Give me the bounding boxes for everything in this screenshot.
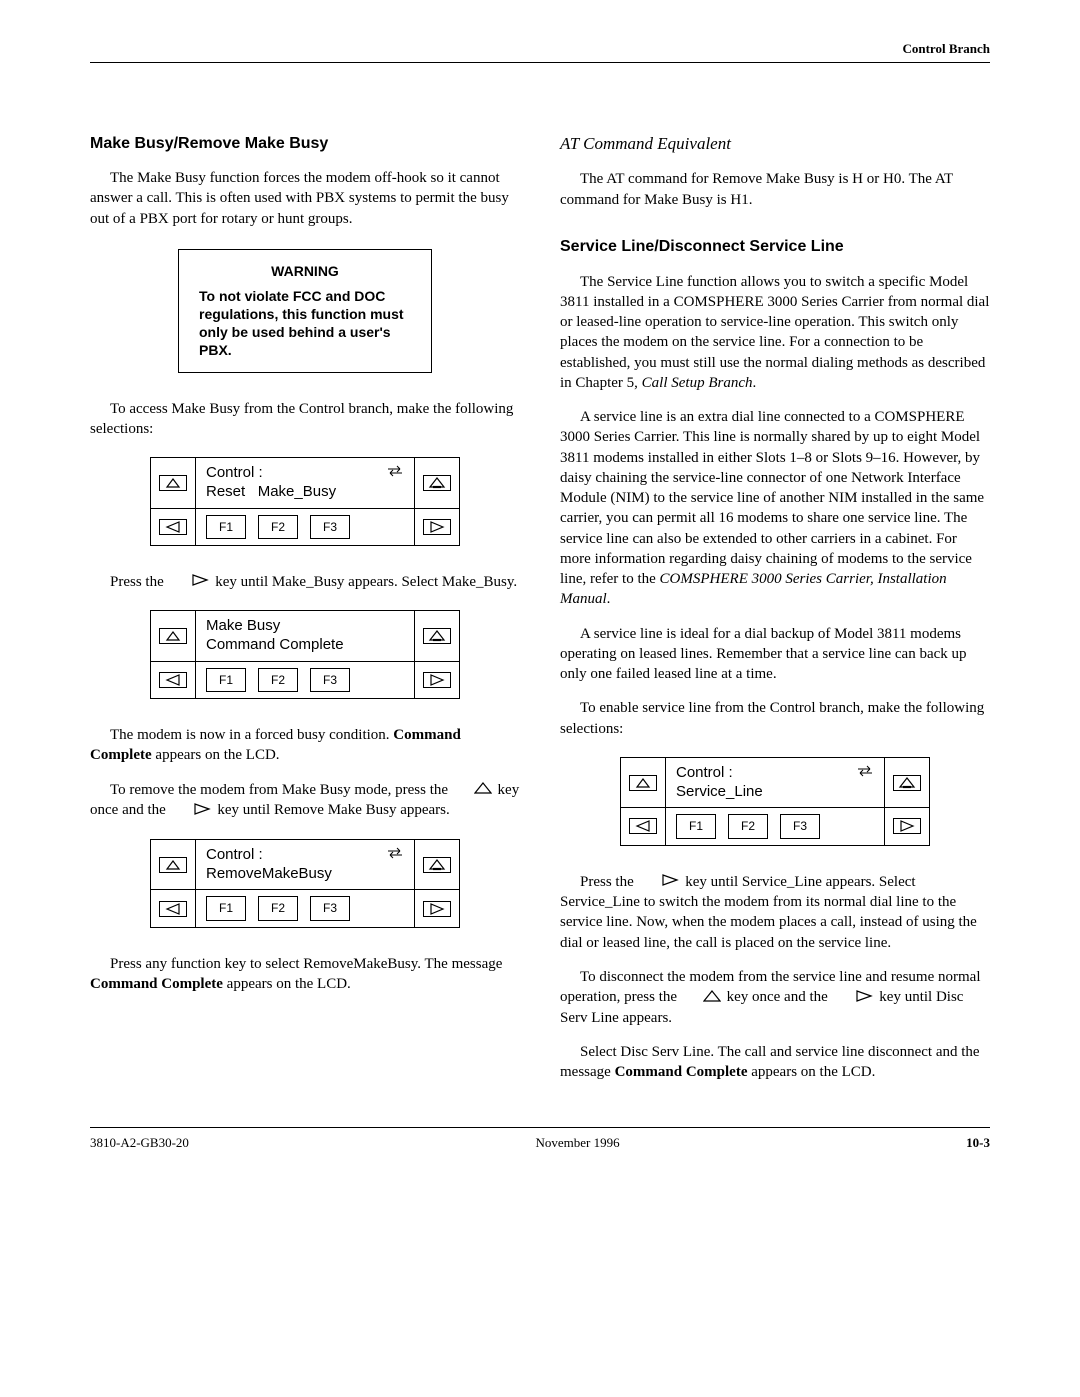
warning-body: To not violate FCC and DOC regulations, … [199,287,411,360]
home-triangle-icon [415,840,459,890]
f3-key: F3 [310,515,350,539]
f3-key: F3 [310,896,350,920]
left-triangle-icon [151,890,195,926]
fkey-row: F1 F2 F3 [195,890,415,926]
home-triangle-icon [415,458,459,508]
lcd-line2b: Make_Busy [258,483,336,500]
up-triangle-icon [151,611,195,661]
header-section-label: Control Branch [902,41,990,56]
warning-box: WARNING To not violate FCC and DOC regul… [178,249,432,373]
press-right-service-para: Press the key until Service_Line appears… [560,872,990,953]
lcd-line2a: Reset [206,483,245,500]
fkey-row: F1 F2 F3 [195,509,415,545]
f2-key: F2 [258,668,298,692]
lcd-panel-removemakebusy: Control : RemoveMakeBusy F1 [150,839,460,928]
make-busy-heading: Make Busy/Remove Make Busy [90,133,520,155]
f2-key: F2 [258,515,298,539]
up-triangle-icon [151,458,195,508]
forced-busy-para: The modem is now in a forced busy condit… [90,725,520,766]
service-line-heading: Service Line/Disconnect Service Line [560,236,990,258]
lcd-line2: Command Complete [206,636,404,655]
make-busy-access: To access Make Busy from the Control bra… [90,399,520,440]
f2-key: F2 [728,814,768,838]
page-header: Control Branch [90,40,990,63]
make-busy-intro: The Make Busy function forces the modem … [90,168,520,229]
footer-doc-id: 3810-A2-GB30-20 [90,1134,189,1152]
press-any-fkey-para: Press any function key to select RemoveM… [90,954,520,995]
fkey-row: F1 F2 F3 [665,808,885,844]
left-triangle-icon [151,509,195,545]
lcd-line1: Control : [676,764,733,783]
lcd-display: Control : Reset Make_Busy [195,458,415,508]
swap-arrows-icon [386,464,404,483]
right-triangle-icon [170,572,210,592]
lcd-line2: Service_Line [676,783,874,802]
right-triangle-icon [834,988,874,1008]
footer-page-number: 10-3 [966,1134,990,1152]
f1-key: F1 [206,515,246,539]
footer-date: November 1996 [535,1134,619,1152]
remove-busy-para: To remove the modem from Make Busy mode,… [90,780,520,821]
right-triangle-icon [415,662,459,698]
f1-key: F1 [206,896,246,920]
right-triangle-icon [415,509,459,545]
swap-arrows-icon [386,846,404,865]
lcd-panel-service-line: Control : Service_Line F1 F2 [620,757,930,846]
left-triangle-icon [621,808,665,844]
f1-key: F1 [676,814,716,838]
service-line-p2: A service line is an extra dial line con… [560,407,990,610]
fkey-row: F1 F2 F3 [195,662,415,698]
lcd-display: Make Busy Command Complete [195,611,415,661]
home-triangle-icon [885,758,929,808]
lcd-display: Control : RemoveMakeBusy [195,840,415,890]
left-triangle-icon [151,662,195,698]
up-triangle-icon [683,988,721,1008]
f3-key: F3 [310,668,350,692]
lcd-line2: RemoveMakeBusy [206,865,404,884]
lcd-panel-control-makebusy: Control : Reset Make_Busy [150,457,460,546]
f2-key: F2 [258,896,298,920]
select-disc-para: Select Disc Serv Line. The call and serv… [560,1042,990,1083]
warning-title: WARNING [199,262,411,281]
service-line-p1: The Service Line function allows you to … [560,272,990,394]
right-triangle-icon [172,801,212,821]
content-columns: Make Busy/Remove Make Busy The Make Busy… [90,133,990,1097]
lcd-line1: Control : [206,464,263,483]
service-line-p3: A service line is ideal for a dial backu… [560,624,990,685]
right-triangle-icon [640,872,680,892]
right-triangle-icon [415,890,459,926]
lcd-line1: Control : [206,846,263,865]
press-right-para: Press the key until Make_Busy appears. S… [90,572,520,593]
at-command-para: The AT command for Remove Make Busy is H… [560,169,990,210]
lcd-panel-makebusy-complete: Make Busy Command Complete F1 F2 F3 [150,610,460,699]
lcd-display: Control : Service_Line [665,758,885,808]
up-triangle-icon [454,780,492,800]
left-column: Make Busy/Remove Make Busy The Make Busy… [90,133,520,1097]
lcd-line1: Make Busy [206,617,404,636]
disconnect-para: To disconnect the modem from the service… [560,967,990,1028]
service-line-p4: To enable service line from the Control … [560,698,990,739]
page-footer: 3810-A2-GB30-20 November 1996 10-3 [90,1127,990,1152]
f1-key: F1 [206,668,246,692]
up-triangle-icon [621,758,665,808]
at-command-heading: AT Command Equivalent [560,133,990,156]
swap-arrows-icon [856,764,874,783]
up-triangle-icon [151,840,195,890]
home-triangle-icon [415,611,459,661]
right-column: AT Command Equivalent The AT command for… [560,133,990,1097]
f3-key: F3 [780,814,820,838]
right-triangle-icon [885,808,929,844]
